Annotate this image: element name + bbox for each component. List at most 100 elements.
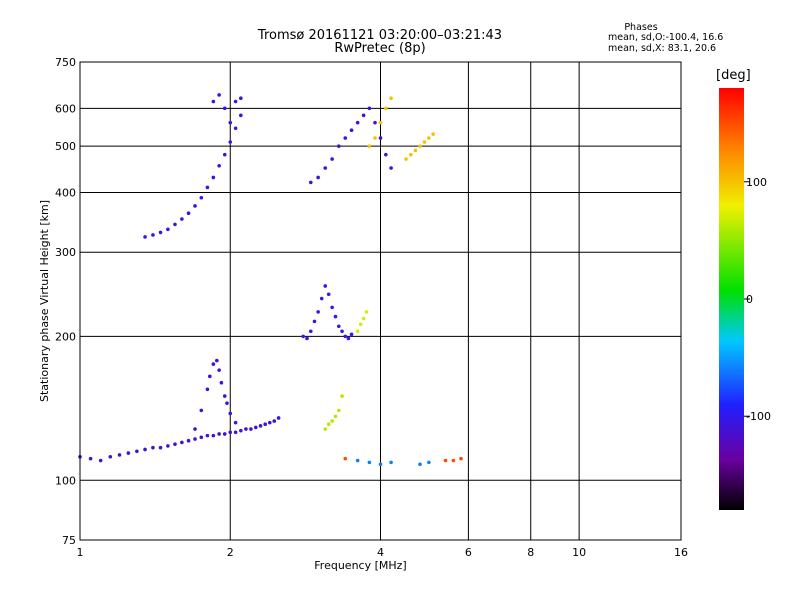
- data-point: [418, 144, 422, 148]
- data-point: [205, 433, 210, 438]
- data-point: [378, 136, 383, 140]
- data-point: [358, 322, 363, 327]
- data-point: [239, 428, 243, 433]
- data-point: [233, 430, 238, 435]
- colorbar-tick-label: 0: [746, 293, 753, 306]
- data-point: [301, 334, 305, 339]
- data-point: [217, 432, 221, 436]
- data-point: [267, 420, 272, 425]
- grid-lines: [80, 62, 681, 540]
- data-point: [233, 420, 238, 425]
- data-point: [205, 185, 210, 190]
- data-point: [108, 454, 113, 459]
- data-point: [373, 136, 377, 140]
- data-point: [126, 451, 131, 455]
- data-point: [98, 458, 103, 463]
- data-point: [427, 136, 431, 140]
- data-point: [378, 462, 383, 467]
- data-point: [143, 235, 147, 239]
- data-point: [239, 113, 243, 118]
- data-point: [208, 374, 212, 379]
- data-point: [367, 106, 372, 111]
- data-point: [205, 387, 210, 392]
- data-point: [88, 456, 93, 461]
- data-point: [166, 444, 170, 448]
- data-point: [173, 442, 177, 446]
- data-point: [244, 427, 248, 431]
- data-point: [337, 324, 341, 329]
- data-point: [349, 332, 354, 337]
- phases-heading: Phases: [624, 22, 658, 33]
- y-tick-label: 100: [55, 474, 76, 487]
- data-point: [222, 106, 227, 111]
- data-point: [418, 462, 422, 467]
- data-point: [389, 96, 393, 100]
- data-point: [199, 195, 204, 200]
- x-tick-label: 4: [377, 546, 384, 559]
- data-point: [233, 126, 238, 131]
- data-point: [173, 222, 177, 227]
- data-point: [225, 401, 229, 405]
- data-point: [389, 460, 393, 465]
- data-point: [222, 152, 227, 157]
- data-point: [158, 445, 163, 450]
- data-point: [272, 419, 277, 423]
- data-point: [355, 329, 360, 334]
- data-point: [389, 166, 393, 170]
- x-tick-label: 1: [77, 546, 84, 559]
- data-point: [451, 458, 456, 463]
- data-point: [258, 424, 263, 428]
- data-point: [180, 217, 184, 221]
- chart-title-line1: Tromsø 20161121 03:20:00–03:21:43: [257, 28, 503, 43]
- data-point: [333, 314, 338, 319]
- x-tick-label: 6: [465, 546, 472, 559]
- chart-title-line2: RwPretec (8p): [334, 41, 426, 56]
- data-point: [308, 329, 313, 334]
- data-point: [151, 233, 155, 237]
- y-tick-label: 500: [55, 140, 76, 153]
- data-point: [343, 136, 348, 140]
- data-point: [222, 432, 227, 436]
- data-point: [253, 425, 258, 430]
- y-tick-label: 75: [62, 534, 76, 547]
- data-point: [135, 449, 139, 454]
- data-point: [239, 96, 243, 100]
- axes: 1 2 4 6 8 10 16 75 100 200 300 400 500 600 750 Frequenc…: [38, 56, 688, 572]
- data-point: [217, 163, 221, 168]
- data-point: [233, 99, 238, 104]
- data-point: [211, 175, 216, 180]
- data-point: [228, 411, 233, 416]
- data-point: [337, 144, 341, 148]
- data-point: [180, 440, 184, 445]
- y-axis-label: Stationary phase Virtual Height [km]: [38, 200, 51, 402]
- data-point: [408, 152, 413, 157]
- data-point: [316, 310, 320, 314]
- y-tick-label: 600: [55, 102, 76, 115]
- data-point: [333, 414, 338, 419]
- x-tick-label: 10: [572, 546, 586, 559]
- data-point: [323, 166, 328, 170]
- data-point: [215, 358, 219, 363]
- data-point: [340, 394, 344, 398]
- data-point: [211, 99, 216, 104]
- plot-frame: [79, 61, 682, 541]
- data-point: [193, 437, 197, 441]
- data-point: [308, 180, 313, 185]
- data-point: [312, 319, 317, 324]
- data-point: [211, 362, 216, 366]
- phases-o-stats: mean, sd,O:-100.4, 16.6: [608, 32, 724, 43]
- data-point: [199, 408, 204, 413]
- data-point: [228, 430, 233, 435]
- data-point: [330, 419, 334, 423]
- colorbar-tick-label: -100: [746, 410, 771, 423]
- data-point: [367, 460, 372, 465]
- data-point: [343, 456, 348, 461]
- data-point: [228, 140, 233, 144]
- data-point: [343, 334, 348, 339]
- y-tick-label: 200: [55, 330, 76, 343]
- data-point: [158, 230, 163, 235]
- data-point: [276, 416, 281, 420]
- data-point: [193, 204, 197, 208]
- data-point: [143, 447, 147, 452]
